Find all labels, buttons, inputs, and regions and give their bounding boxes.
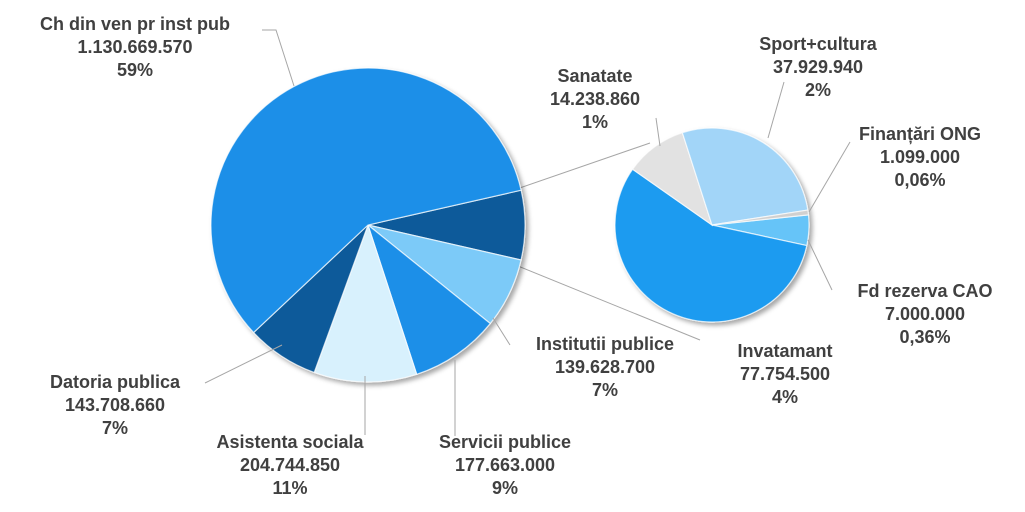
percent-label: 11% [272, 478, 307, 498]
slice-label: Invatamant [737, 341, 832, 361]
pie-slice [210, 67, 522, 334]
slice-label: Sport+cultura [759, 34, 878, 54]
pie-slice [366, 223, 492, 376]
leader-line [807, 239, 833, 291]
percent-label: 0,06% [894, 170, 945, 190]
primary-pie [210, 67, 526, 383]
value-label: 77.754.500 [740, 364, 830, 384]
slice-label: Asistenta sociala [216, 432, 364, 452]
slice-label: Institutii publice [536, 334, 674, 354]
value-label: 7.000.000 [885, 304, 965, 324]
connector-line [507, 261, 701, 341]
percent-label: 7% [592, 380, 618, 400]
value-label: 204.744.850 [240, 455, 340, 475]
secondary-pie [614, 127, 810, 323]
percent-label: 4% [772, 387, 798, 407]
value-label: 14.238.860 [550, 89, 640, 109]
pies [210, 67, 810, 383]
slice-label: Ch din ven pr inst pub [40, 14, 230, 34]
slice-label: Sanatate [557, 66, 632, 86]
value-label: 139.628.700 [555, 357, 655, 377]
leader-line [655, 117, 661, 147]
value-label: 177.663.000 [455, 455, 555, 475]
value-label: 1.099.000 [880, 147, 960, 167]
percent-label: 7% [102, 418, 128, 438]
leader-line [767, 81, 785, 139]
labels: Institutii publice 139.628.700 7% Servicii … [40, 14, 993, 498]
value-label: 143.708.660 [65, 395, 165, 415]
percent-label: 0,36% [899, 327, 950, 347]
percent-label: 9% [492, 478, 518, 498]
slice-label: Servicii publice [439, 432, 571, 452]
leader-line [492, 317, 511, 346]
connector-lines [507, 142, 701, 341]
leader-line [808, 141, 851, 213]
slice-label: Finanțări ONG [859, 124, 981, 144]
leader-line [262, 29, 295, 87]
pie-slice [711, 209, 810, 226]
value-label: 37.929.940 [773, 57, 863, 77]
pie-slice [614, 168, 808, 323]
pie-slice [681, 127, 809, 226]
slice-label: Fd rezerva CAO [857, 281, 992, 301]
slice-label: Datoria publica [50, 372, 181, 392]
connector-line [507, 142, 651, 193]
value-label: 1.130.669.570 [77, 37, 192, 57]
leader-line [204, 344, 283, 384]
percent-label: 2% [805, 80, 831, 100]
percent-label: 59% [117, 60, 153, 80]
percent-label: 1% [582, 112, 608, 132]
